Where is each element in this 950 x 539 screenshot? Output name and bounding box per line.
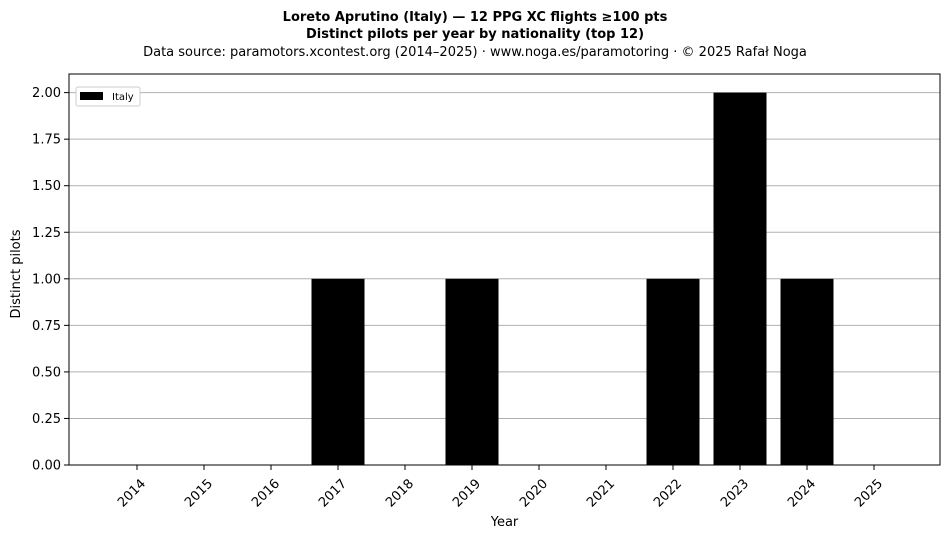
y-axis-ticks: 0.00 0.25 0.50 0.75 1.00 1.25 1.50 1.75 2.00 (32, 86, 69, 474)
y-tick-label: 0.50 (32, 365, 61, 380)
bar-2023 (713, 92, 767, 465)
plot-frame (68, 73, 941, 466)
bars (311, 92, 834, 465)
legend-swatch-italy (80, 92, 103, 100)
x-tick-label: 2016 (249, 476, 283, 510)
y-tick-label: 1.50 (32, 179, 61, 194)
y-tick-label: 1.00 (32, 272, 61, 287)
x-tick-label: 2023 (718, 476, 752, 510)
chart-title: Loreto Aprutino (Italy) — 12 PPG XC flig… (283, 10, 668, 25)
legend-box (75, 86, 141, 107)
x-tick-label: 2015 (182, 476, 216, 510)
y-axis-label: Distinct pilots (9, 229, 24, 318)
chart-subtitle: Distinct pilots per year by nationality … (306, 27, 644, 42)
bar-2017 (311, 278, 365, 465)
bar-2019 (445, 278, 499, 465)
x-tick-label: 2025 (852, 476, 886, 510)
x-tick-label: 2020 (517, 476, 551, 510)
legend: Italy (75, 86, 141, 107)
x-tick-label: 2018 (383, 476, 417, 510)
y-tick-label: 1.75 (32, 133, 61, 148)
bar-2024 (780, 278, 834, 465)
chart-source-note: Data source: paramotors.xcontest.org (20… (143, 45, 807, 60)
gridlines (69, 92, 940, 419)
x-tick-label: 2024 (785, 476, 819, 510)
x-tick-label: 2017 (316, 476, 350, 510)
bar-2022 (646, 278, 700, 465)
y-tick-label: 2.00 (32, 86, 61, 101)
x-tick-label: 2021 (584, 476, 618, 510)
x-tick-label: 2014 (115, 476, 149, 510)
y-tick-label: 0.25 (32, 412, 61, 427)
x-tick-label: 2019 (450, 476, 484, 510)
x-axis-label: Year (490, 515, 519, 530)
legend-label-italy: Italy (112, 92, 134, 103)
x-tick-label: 2022 (651, 476, 685, 510)
y-tick-label: 0.00 (32, 459, 61, 474)
x-axis-ticks: 2014 2015 2016 2017 2018 2019 2020 2021 2022 2023… (115, 465, 886, 510)
y-tick-label: 0.75 (32, 319, 61, 334)
y-tick-label: 1.25 (32, 226, 61, 241)
